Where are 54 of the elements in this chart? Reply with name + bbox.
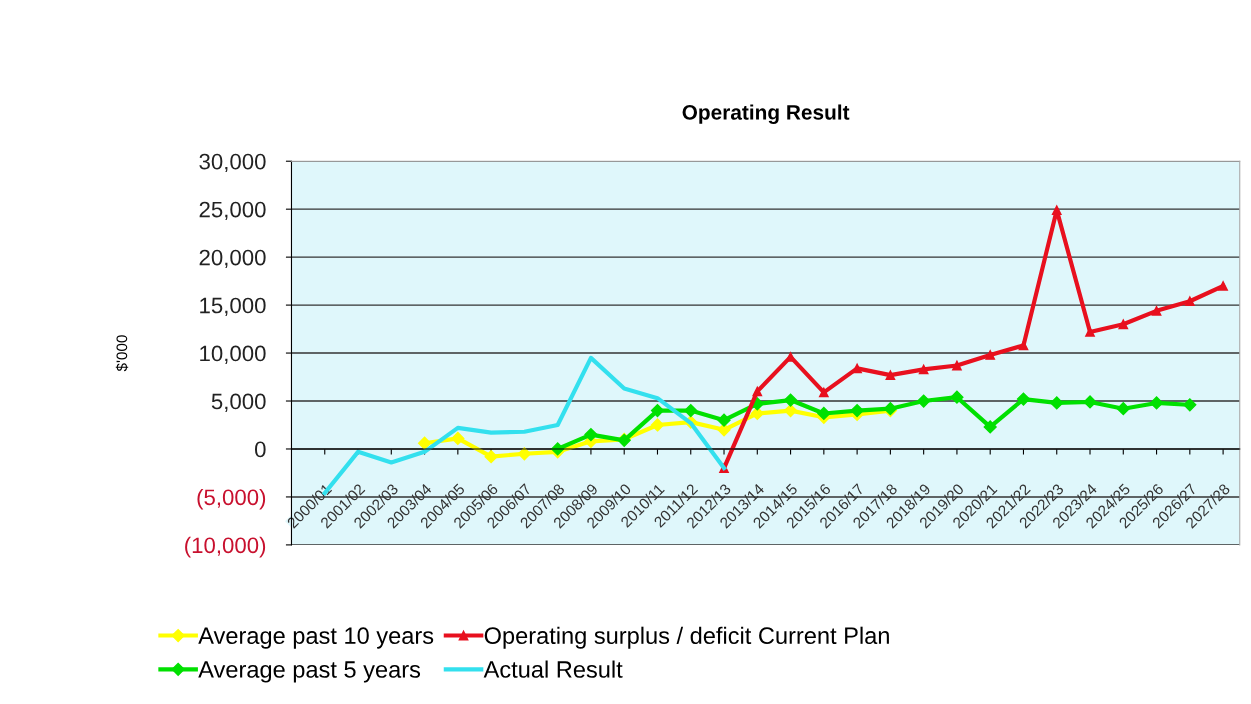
point [684,404,698,418]
point [717,423,731,437]
point [1183,398,1197,412]
point [952,360,962,371]
point [917,394,931,408]
point [650,418,665,432]
point [484,450,498,464]
point [852,363,862,374]
point [1050,396,1064,410]
point [1218,281,1228,291]
point [985,350,996,360]
point [783,393,798,407]
y-tick-label: 5,000 [211,393,266,412]
point [1116,402,1130,416]
legend-label: Operating surplus / deficit Current Plan [484,626,889,649]
point [918,364,929,375]
point [584,427,598,442]
point [783,404,798,418]
y-tick-label: 15,000 [200,297,266,316]
y-tick-label: 20,000 [199,249,266,269]
y-tick-label: 0 [254,441,266,458]
point [1118,319,1129,330]
point [750,406,764,421]
chart-title: Operating Result [682,104,850,124]
legend-label: Average past 10 years [198,627,434,649]
point [1083,395,1097,409]
point [983,420,997,434]
y-tick-label: 10,000 [200,345,266,364]
point [850,404,864,418]
point [785,352,796,362]
point [1018,340,1029,351]
point [650,404,665,418]
y-axis-title: $'000 [115,335,129,372]
point [752,386,763,397]
point [950,390,964,404]
point [818,387,829,398]
point [451,431,465,446]
point [1085,327,1095,337]
point [417,436,432,450]
legend-label: Average past 5 years [198,661,421,683]
y-tick-label: (10,000) [185,536,266,558]
point [817,406,831,421]
point [885,370,896,380]
point [1151,305,1162,316]
point [1016,392,1031,406]
point [1051,205,1062,215]
y-tick-label: (5,000) [197,488,266,510]
y-tick-label: 30,000 [199,153,266,173]
y-tick-label: 25,000 [199,201,266,221]
point [517,447,531,461]
point [1149,396,1164,410]
point [717,413,731,427]
legend-label: Actual Result [483,660,623,678]
point [1184,296,1195,307]
